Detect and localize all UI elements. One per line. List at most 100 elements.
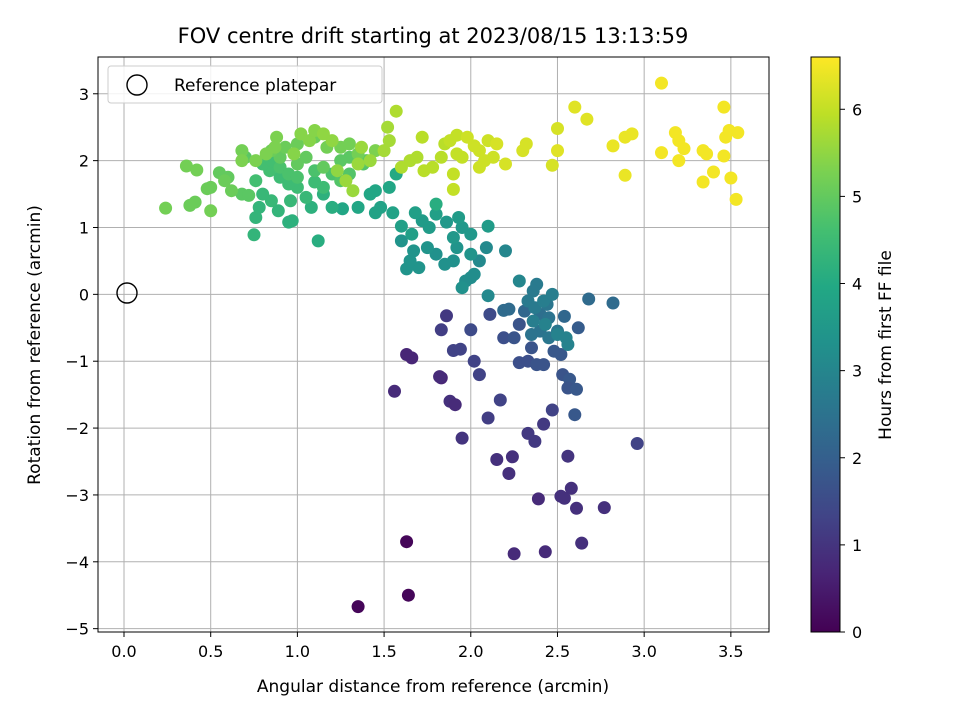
data-point	[403, 254, 417, 268]
data-point	[502, 467, 516, 480]
data-point	[512, 274, 526, 288]
legend: Reference platepar	[107, 65, 383, 104]
data-point	[190, 163, 204, 177]
data-point	[249, 211, 263, 224]
data-point	[440, 309, 453, 323]
data-point	[429, 207, 443, 221]
data-point	[696, 175, 710, 189]
colorbar: 0 1 2 3 4 5 6 Hours from first FF file	[810, 56, 896, 642]
data-point	[455, 150, 469, 164]
data-point	[249, 154, 263, 168]
data-point	[394, 219, 408, 233]
x-tick-label: 3.5	[718, 642, 743, 661]
data-point	[325, 134, 339, 148]
data-point	[304, 200, 318, 214]
data-point	[707, 165, 720, 179]
data-point	[481, 219, 495, 233]
data-point	[249, 174, 263, 188]
data-point	[486, 150, 500, 164]
data-point	[618, 168, 632, 182]
data-point	[377, 144, 391, 158]
data-point	[625, 127, 639, 141]
colorbar-tick-label: 6	[852, 100, 862, 119]
data-point	[268, 140, 282, 154]
data-point	[446, 254, 460, 268]
data-point	[388, 384, 401, 398]
data-point	[700, 147, 714, 161]
chart-title: FOV centre drift starting at 2023/08/15 …	[178, 24, 689, 48]
x-tick-label: 3.0	[631, 642, 656, 661]
data-point	[355, 140, 368, 154]
data-point	[405, 227, 419, 241]
data-point	[446, 167, 460, 181]
data-point	[729, 192, 743, 206]
x-axis: 0.0 0.5 1.0 1.5 2.0 2.5 3.0 3.5	[111, 632, 744, 661]
data-point	[512, 317, 526, 331]
data-point	[606, 139, 620, 153]
data-point	[290, 137, 304, 151]
legend-entry: Reference platepar	[174, 76, 336, 96]
data-point	[351, 157, 365, 171]
data-point	[287, 147, 301, 161]
data-point	[401, 588, 415, 602]
y-axis: −5 −4 −3 −2 −1 0 1 2 3	[65, 85, 98, 639]
data-point	[334, 154, 348, 168]
data-point	[429, 197, 443, 211]
colorbar-tick-label: 5	[852, 187, 862, 206]
data-points	[159, 76, 745, 614]
y-tick-label: −2	[65, 419, 89, 438]
data-point	[426, 160, 440, 174]
data-point	[455, 281, 469, 295]
data-point	[467, 354, 481, 368]
data-point	[382, 134, 396, 148]
data-point	[570, 382, 583, 396]
y-tick-label: 0	[79, 285, 89, 304]
data-point	[303, 134, 316, 148]
data-point	[368, 184, 382, 198]
data-point	[481, 289, 495, 303]
data-point	[316, 160, 330, 174]
colorbar-ticks: 0 1 2 3 4 5 6	[840, 100, 862, 642]
data-point	[479, 241, 493, 255]
data-point	[247, 228, 261, 242]
data-point	[677, 142, 691, 156]
data-point	[526, 284, 540, 298]
data-point	[464, 323, 478, 337]
data-point	[440, 215, 453, 229]
data-point	[159, 201, 173, 215]
data-point	[394, 234, 408, 248]
data-point	[505, 450, 519, 464]
data-point	[325, 200, 339, 214]
data-point	[472, 144, 486, 158]
data-point	[408, 206, 422, 220]
colorbar-tick-label: 0	[852, 623, 862, 642]
data-point	[472, 368, 486, 382]
data-point	[717, 100, 731, 114]
data-point	[386, 206, 400, 220]
data-point	[464, 247, 478, 261]
data-point	[531, 492, 545, 506]
data-point	[351, 600, 365, 614]
data-point	[568, 408, 582, 422]
data-point	[446, 231, 460, 244]
data-point	[499, 157, 512, 171]
data-point	[290, 157, 304, 171]
data-point	[235, 144, 249, 158]
data-point	[597, 501, 611, 515]
x-tick-label: 0.5	[198, 642, 223, 661]
x-axis-label: Angular distance from reference (arcmin)	[257, 677, 609, 697]
data-point	[561, 338, 575, 351]
y-tick-label: 2	[79, 152, 89, 171]
data-point	[270, 130, 284, 144]
data-point	[204, 204, 218, 218]
x-tick-label: 0.0	[111, 642, 136, 661]
data-point	[545, 287, 559, 301]
data-point	[256, 187, 270, 201]
data-point	[252, 200, 266, 214]
data-point	[218, 174, 232, 188]
data-point	[499, 244, 512, 258]
colorbar-tick-label: 4	[852, 275, 862, 294]
data-point	[434, 323, 448, 337]
data-point	[481, 411, 495, 425]
